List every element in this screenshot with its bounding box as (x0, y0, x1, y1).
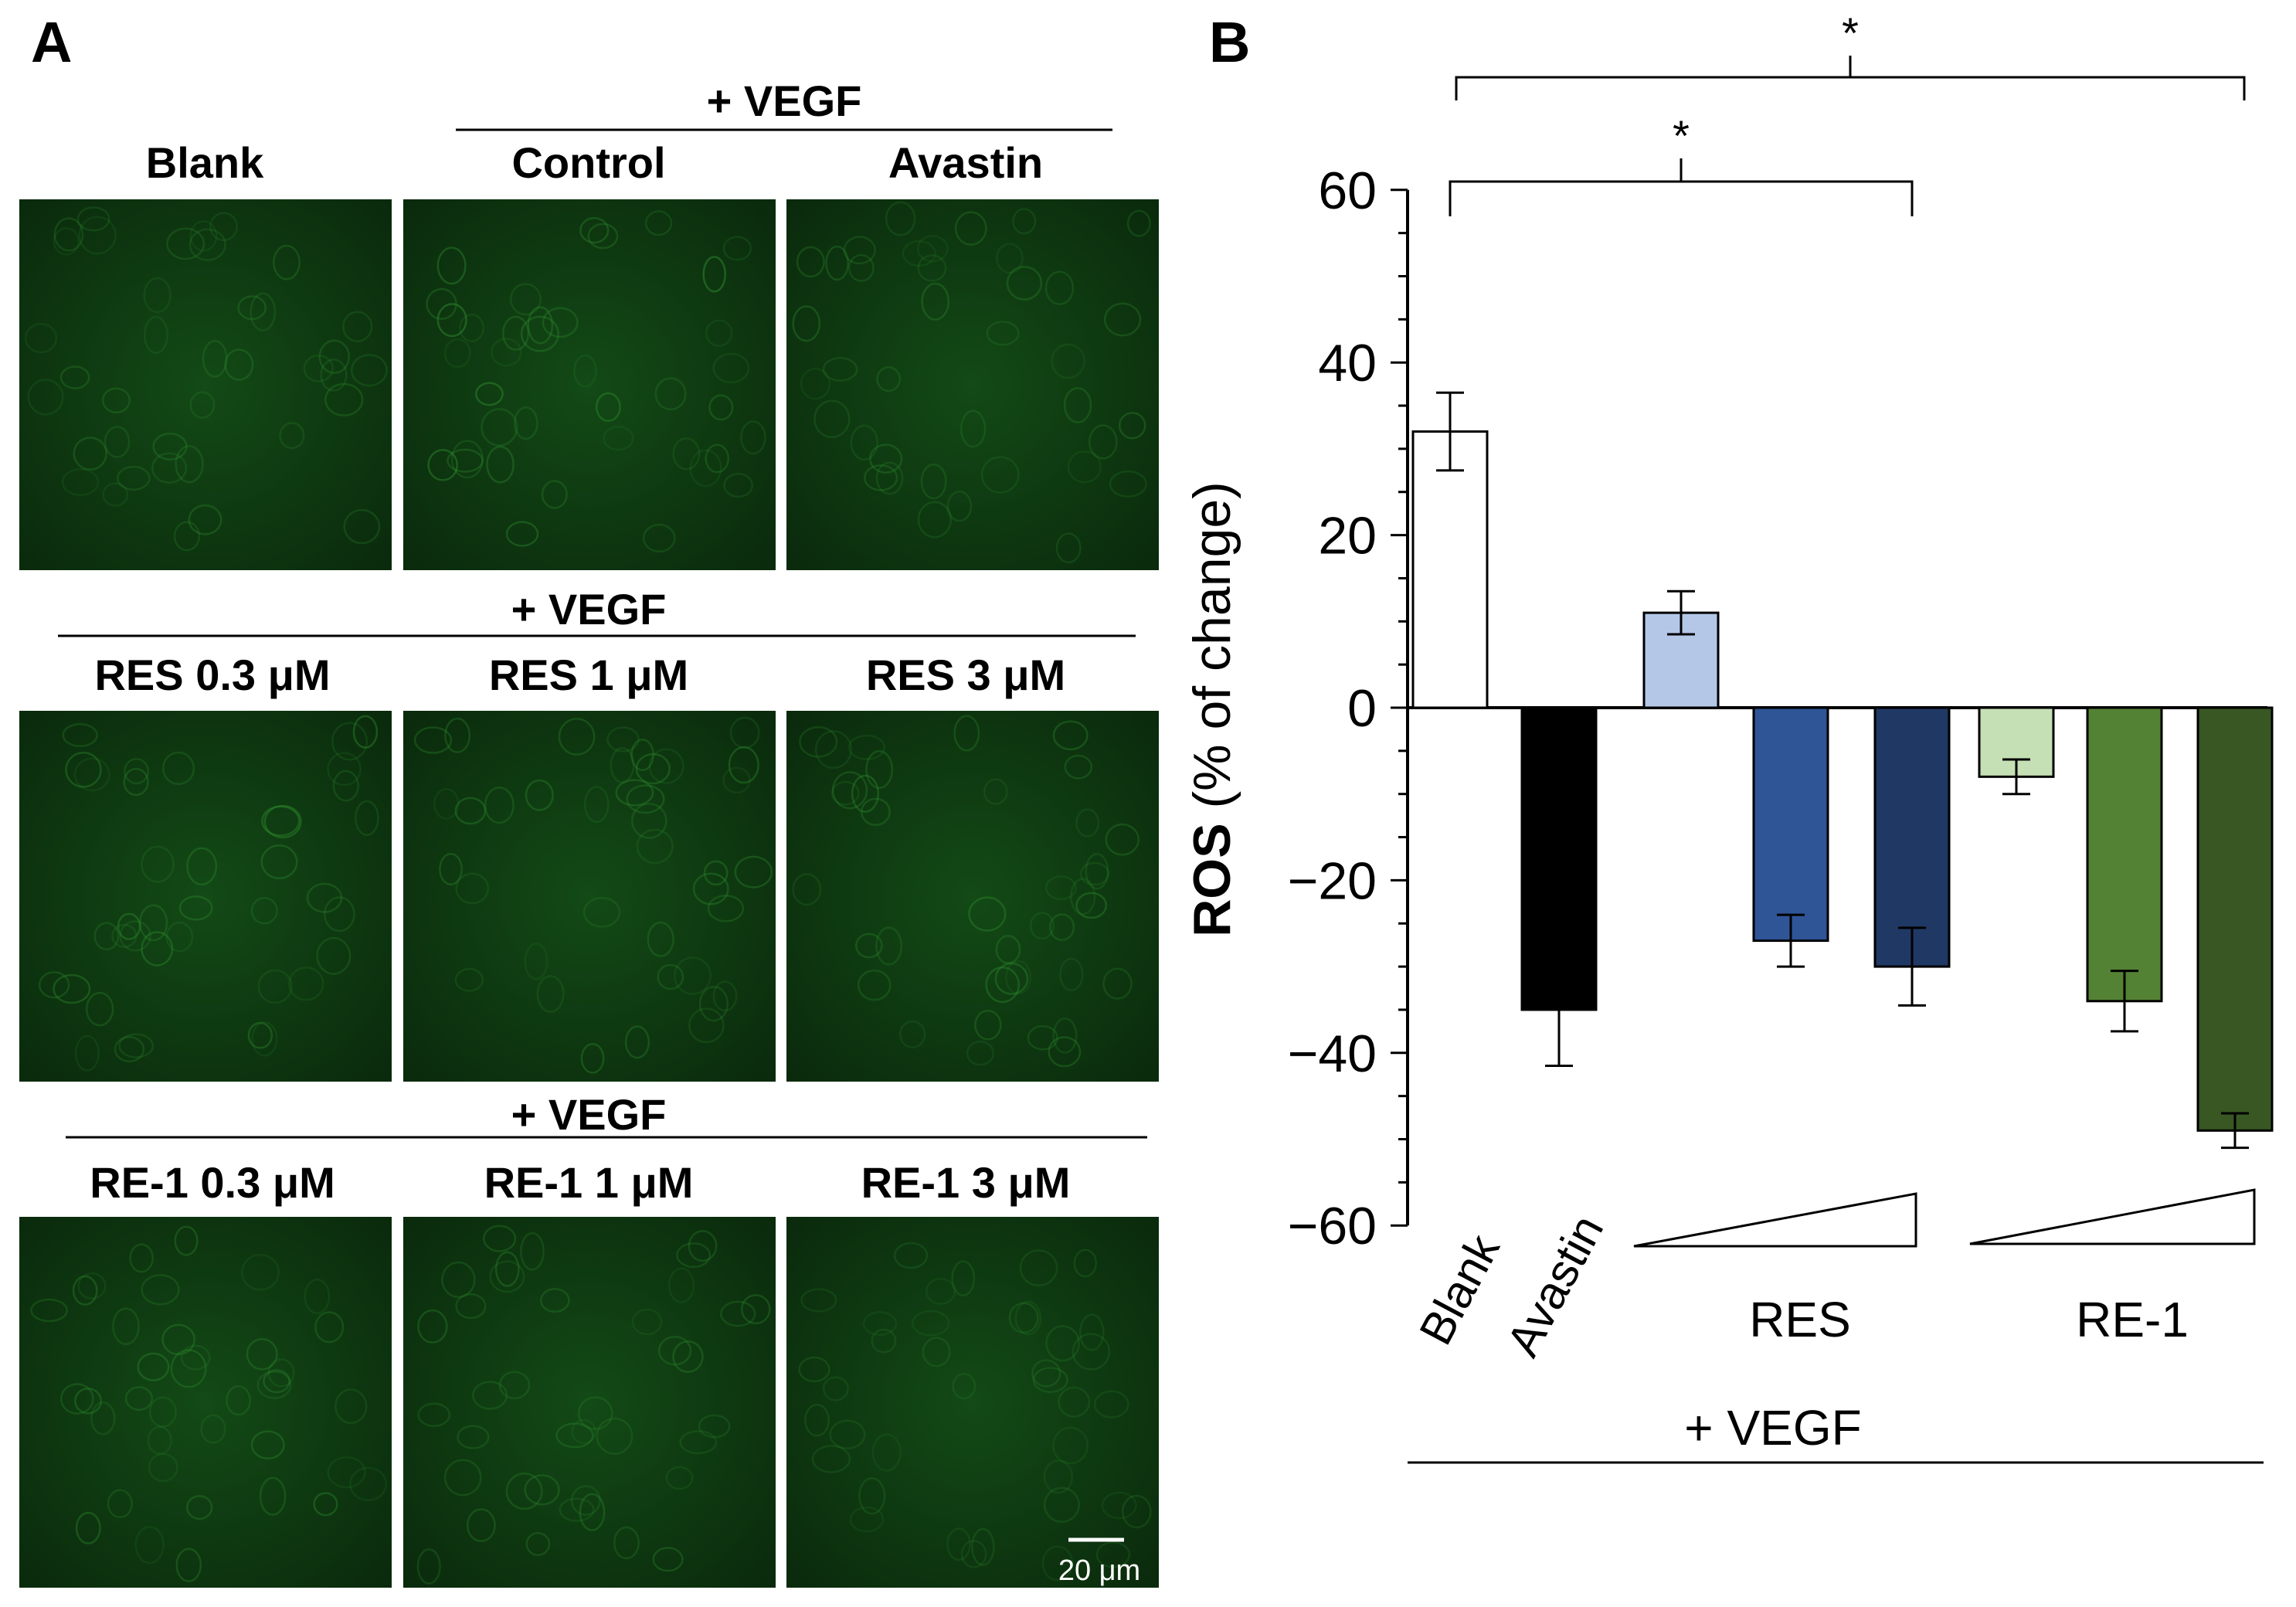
vegf-label-row2: + VEGF (511, 585, 667, 634)
y-tick-label: 60 (1318, 161, 1377, 220)
micrograph-res-1-m (403, 711, 776, 1082)
error-bar-res-0-3-m (1667, 589, 1695, 636)
micrograph-avastin (786, 199, 1159, 570)
scale-bar-label: 20 μm (1058, 1554, 1140, 1587)
significance-marker-outer: * (1842, 8, 1859, 57)
error-bar-res-1-m (1777, 913, 1805, 968)
error-bar-blank (1436, 391, 1464, 472)
micrograph-res-3-m (786, 711, 1159, 1082)
y-axis-title-rest: (% of change) (1183, 481, 1241, 823)
panel-b: B * * ROS (% of change) 60 40 20 0 −20 −40 −60… (1183, 8, 2274, 1464)
vegf-label-chart: + VEGF (1684, 1400, 1861, 1456)
micrograph-re-1-0-3-m (19, 1217, 392, 1588)
y-tick-label: −40 (1288, 1024, 1377, 1083)
panel-a-label: A (31, 10, 72, 74)
error-bar-re-1-0-3-m (2002, 758, 2030, 796)
row3-label-re1-3: RE-1 3 μM (861, 1158, 1071, 1207)
error-bar-re-1-3-m (2221, 1112, 2249, 1150)
panel-a: A + VEGF Blank Control Avastin + VEGF RE… (19, 10, 1159, 1588)
re1-dose-wedge (1969, 1188, 2256, 1245)
error-bar-re-1-1-m (2111, 970, 2138, 1033)
significance-bracket-inner (1449, 158, 1914, 216)
error-bar-avastin (1545, 952, 1573, 1068)
x-label-blank: Blank (1409, 1225, 1510, 1353)
micrograph-re-1-3-m (786, 1217, 1159, 1588)
y-tick-label: 0 (1347, 679, 1377, 738)
chart-bars (1411, 391, 2274, 1150)
res-dose-wedge (1633, 1192, 1917, 1248)
significance-bracket-outer (1455, 56, 2246, 100)
bar-re-1-1-m (2086, 706, 2163, 1003)
y-tick-label: 20 (1318, 507, 1377, 566)
bar-blank (1411, 430, 1489, 709)
error-bar-res-3-m (1898, 926, 1926, 1007)
micrograph-control (403, 199, 776, 570)
row3-label-re1-1: RE-1 1 μM (484, 1158, 694, 1207)
row1-label-control: Control (511, 138, 665, 187)
vegf-label-row3: + VEGF (511, 1090, 667, 1139)
micrograph-res-0-3-m (19, 711, 392, 1082)
y-tick-label: 40 (1318, 334, 1377, 392)
row3-label-re1-0-3: RE-1 0.3 μM (90, 1158, 335, 1207)
micrograph-re-1-1-m (403, 1217, 776, 1588)
bar-res-3-m (1873, 706, 1951, 968)
micrograph-blank (19, 199, 392, 570)
vegf-label-row1: + VEGF (707, 76, 862, 125)
y-axis-title-bold: ROS (1183, 823, 1241, 936)
x-label-re1: RE-1 (2076, 1292, 2189, 1347)
row2-label-res-3: RES 3 μM (866, 651, 1065, 699)
y-tick-label: −20 (1288, 851, 1377, 910)
row1-label-avastin: Avastin (888, 138, 1043, 187)
row2-label-res-0-3: RES 0.3 μM (94, 651, 330, 699)
significance-marker-inner: * (1673, 111, 1690, 160)
y-tick-label: −60 (1288, 1197, 1377, 1255)
panel-b-label: B (1209, 10, 1250, 74)
row2-label-res-1: RES 1 μM (489, 651, 688, 699)
y-axis-title: ROS (% of change) (1183, 481, 1241, 937)
x-label-res: RES (1749, 1292, 1851, 1347)
bar-res-1-m (1752, 706, 1829, 943)
x-label-avastin: Avastin (1496, 1207, 1613, 1364)
row1-label-blank: Blank (146, 138, 264, 187)
bar-re-1-3-m (2196, 706, 2274, 1132)
